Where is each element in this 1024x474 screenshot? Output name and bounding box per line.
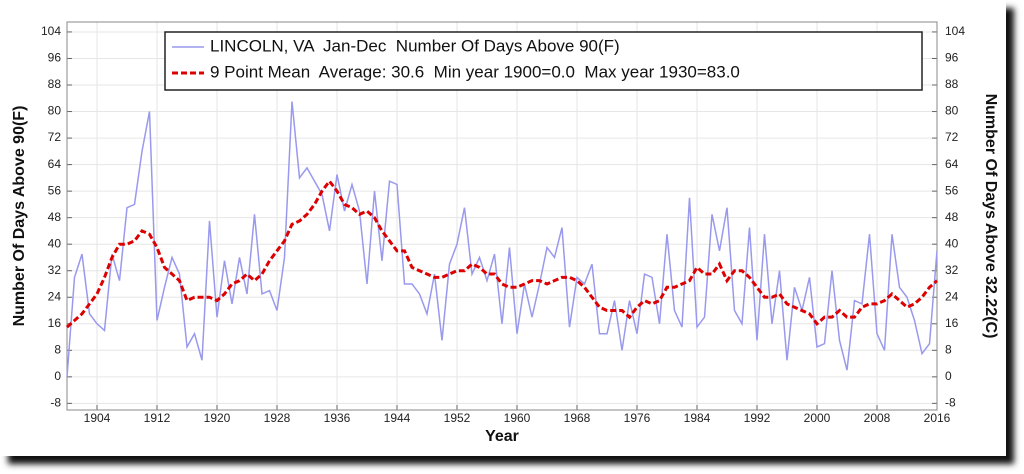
y-tick-label: 56 <box>48 183 62 197</box>
y2-tick-label: 32 <box>945 263 959 277</box>
y2-tick-label: 72 <box>945 130 959 144</box>
data-line <box>66 178 938 329</box>
y-tick-label: 40 <box>48 236 62 250</box>
x-tick-label: 1920 <box>204 411 231 425</box>
y2-axis-title: Number Of Days Above 32.22(C) <box>982 94 999 339</box>
y-tick-label: 0 <box>54 369 61 383</box>
legend-box <box>164 31 923 91</box>
x-axis-title: Year <box>485 428 519 445</box>
y-tick-label: 64 <box>48 157 62 171</box>
y-axis-title: Number Of Days Above 90(F) <box>11 106 28 327</box>
x-tick-label: 1944 <box>384 411 411 425</box>
x-tick-label: 1968 <box>564 411 591 425</box>
x-tick-label: 2000 <box>804 411 831 425</box>
y-tick-label: 8 <box>54 342 61 356</box>
y2-tick-label: -8 <box>945 396 956 410</box>
y2-tick-label: 48 <box>945 210 959 224</box>
legend-label: 9 Point Mean Average: 30.6 Min year 1900… <box>210 62 740 81</box>
x-tick-label: 1960 <box>504 411 531 425</box>
x-tick-label: 2008 <box>864 411 891 425</box>
y2-tick-label: 104 <box>945 24 965 38</box>
y-tick-label: 16 <box>48 316 62 330</box>
y-tick-label: 48 <box>48 210 62 224</box>
x-tick-label: 1992 <box>744 411 771 425</box>
y-tick-label: 32 <box>48 263 62 277</box>
y2-tick-label: 16 <box>945 316 959 330</box>
legend: LINCOLN, VA Jan-Dec Number Of Days Above… <box>164 31 923 91</box>
x-tick-label: 1976 <box>624 411 651 425</box>
y-tick-label: 72 <box>48 130 62 144</box>
y2-tick-label: 56 <box>945 183 959 197</box>
x-tick-label: 1904 <box>84 411 111 425</box>
y-tick-label: 80 <box>48 104 62 118</box>
y-tick-label: 24 <box>48 289 62 303</box>
x-tick-label: 1984 <box>684 411 711 425</box>
y-tick-label: 104 <box>41 24 61 38</box>
y-tick-label: 96 <box>48 51 62 65</box>
data-line <box>66 101 938 377</box>
y2-tick-label: 0 <box>945 369 952 383</box>
x-tick-label: 2016 <box>924 411 951 425</box>
y2-tick-label: 40 <box>945 236 959 250</box>
x-tick-label: 1912 <box>144 411 171 425</box>
y2-tick-label: 8 <box>945 342 952 356</box>
y2-tick-label: 88 <box>945 77 959 91</box>
y2-tick-label: 96 <box>945 51 959 65</box>
chart: Year Number Of Days Above 90(F) Number O… <box>11 21 999 445</box>
x-tick-label: 1936 <box>324 411 351 425</box>
y2-tick-label: 80 <box>945 104 959 118</box>
legend-label: LINCOLN, VA Jan-Dec Number Of Days Above… <box>210 36 620 55</box>
x-tick-label: 1952 <box>444 411 471 425</box>
y2-tick-label: 64 <box>945 157 959 171</box>
y2-tick-label: 24 <box>945 289 959 303</box>
y-tick-label: 88 <box>48 77 62 91</box>
x-tick-label: 1928 <box>264 411 291 425</box>
plot-border <box>66 21 938 411</box>
y-tick-label: -8 <box>50 396 61 410</box>
